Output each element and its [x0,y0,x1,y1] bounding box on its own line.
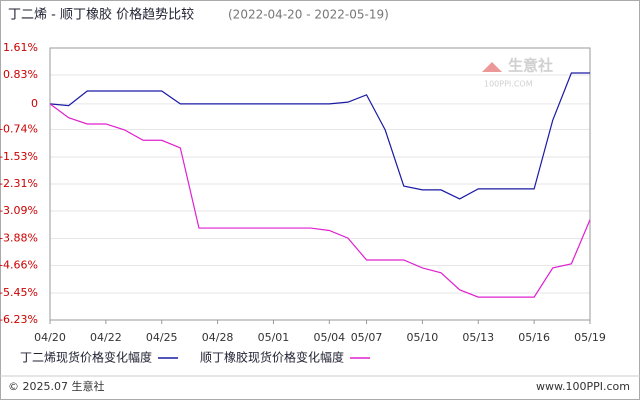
watermark: 生意社 100PPI.COM [482,57,553,89]
x-tick-label: 05/10 [407,331,439,344]
y-tick-label: -2.31% [0,177,38,190]
watermark-icon [482,62,502,72]
footer-right: www.100PPI.com [536,380,630,393]
footer-left: © 2025.07 生意社 [8,379,104,393]
legend-label: 顺丁橡胶现货价格变化幅度 [200,350,344,365]
x-tick-label: 05/13 [462,331,494,344]
x-tick-label: 04/28 [202,331,234,344]
y-tick-label: 0.83% [3,68,38,81]
plot-area [49,47,591,321]
x-tick-label: 04/22 [90,331,122,344]
y-tick-label: -6.23% [0,313,38,326]
x-tick-label: 05/07 [351,331,383,344]
y-tick-label: -0.74% [0,123,38,136]
x-tick-label: 04/20 [34,331,66,344]
y-tick-label: -3.09% [0,204,38,217]
series-line [49,72,590,200]
series-line [49,103,591,298]
watermark-site: 100PPI.COM [484,80,533,89]
y-tick-label: 0 [31,97,38,110]
y-tick-label: -1.53% [0,150,38,163]
legend-label: 丁二烯现货价格变化幅度 [20,350,152,365]
chart-subtitle: (2022-04-20 - 2022-05-19) [228,8,389,22]
x-tick-label: 05/19 [574,331,606,344]
y-tick-label: -5.45% [0,286,38,299]
x-tick-label: 04/25 [146,331,178,344]
x-tick-label: 05/04 [313,331,345,344]
y-tick-label: -3.88% [0,231,38,244]
y-tick-label: 1.61% [3,41,38,54]
watermark-name: 生意社 [508,57,553,75]
x-tick-label: 05/16 [518,331,550,344]
x-tick-label: 05/01 [258,331,290,344]
y-tick-label: -4.66% [0,259,38,272]
chart-title: 丁二烯 - 顺丁橡胶 价格趋势比较 [8,7,194,23]
